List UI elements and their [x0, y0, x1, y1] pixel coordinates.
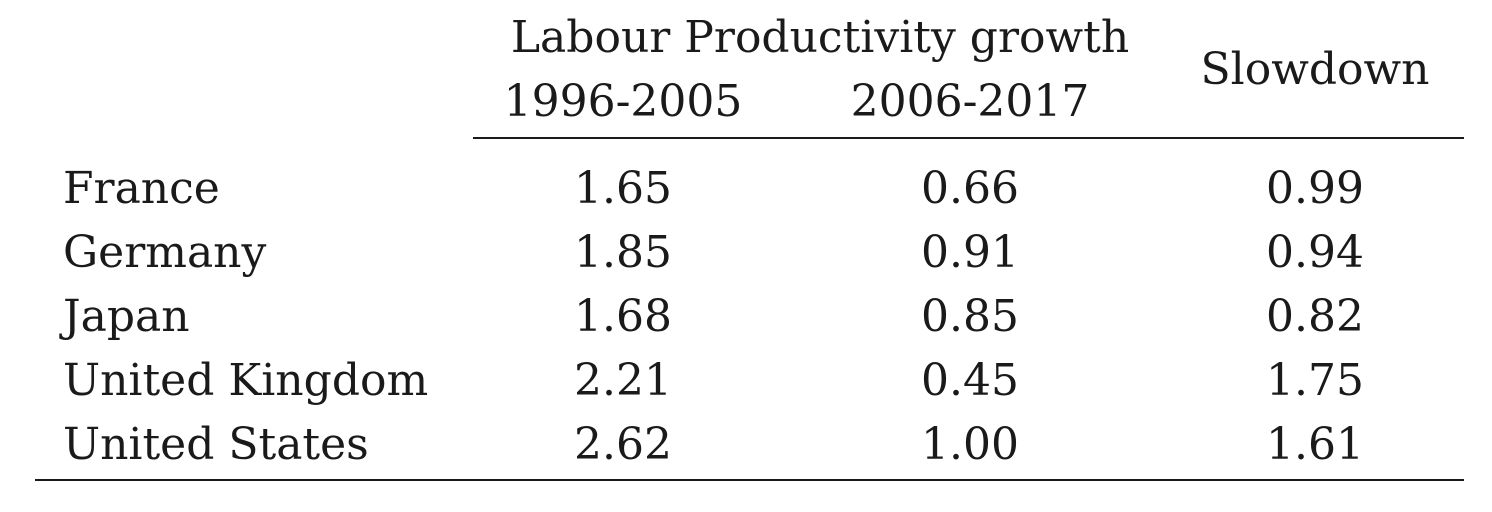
cell-japan-slowdown: 0.82	[1266, 291, 1364, 342]
cell-germany-slowdown: 0.94	[1266, 227, 1364, 278]
col-header-slowdown: Slowdown	[1200, 44, 1430, 95]
group-header-labour-productivity: Labour Productivity growth	[510, 12, 1130, 63]
row-label-germany: Germany	[63, 227, 267, 278]
cell-united-kingdom-2006-2017: 0.45	[921, 355, 1019, 406]
col-header-2006-2017: 2006-2017	[850, 76, 1090, 127]
row-label-france: France	[63, 163, 220, 214]
bottom-rule	[35, 479, 1464, 481]
header-rule	[473, 137, 1464, 139]
col-header-1996-2005: 1996-2005	[503, 76, 743, 127]
cell-japan-1996-2005: 1.68	[574, 291, 672, 342]
cell-united-kingdom-1996-2005: 2.21	[574, 355, 672, 406]
cell-united-kingdom-slowdown: 1.75	[1266, 355, 1364, 406]
cell-japan-2006-2017: 0.85	[921, 291, 1019, 342]
cell-germany-1996-2005: 1.85	[574, 227, 672, 278]
cell-france-slowdown: 0.99	[1266, 163, 1364, 214]
cell-france-1996-2005: 1.65	[574, 163, 672, 214]
cell-united-states-1996-2005: 2.62	[574, 419, 672, 470]
cell-france-2006-2017: 0.66	[921, 163, 1019, 214]
row-label-japan: Japan	[63, 291, 190, 342]
cell-united-states-slowdown: 1.61	[1266, 419, 1364, 470]
row-label-united-states: United States	[63, 419, 369, 470]
cell-germany-2006-2017: 0.91	[921, 227, 1019, 278]
cell-united-states-2006-2017: 1.00	[921, 419, 1019, 470]
row-label-united-kingdom: United Kingdom	[63, 355, 429, 406]
